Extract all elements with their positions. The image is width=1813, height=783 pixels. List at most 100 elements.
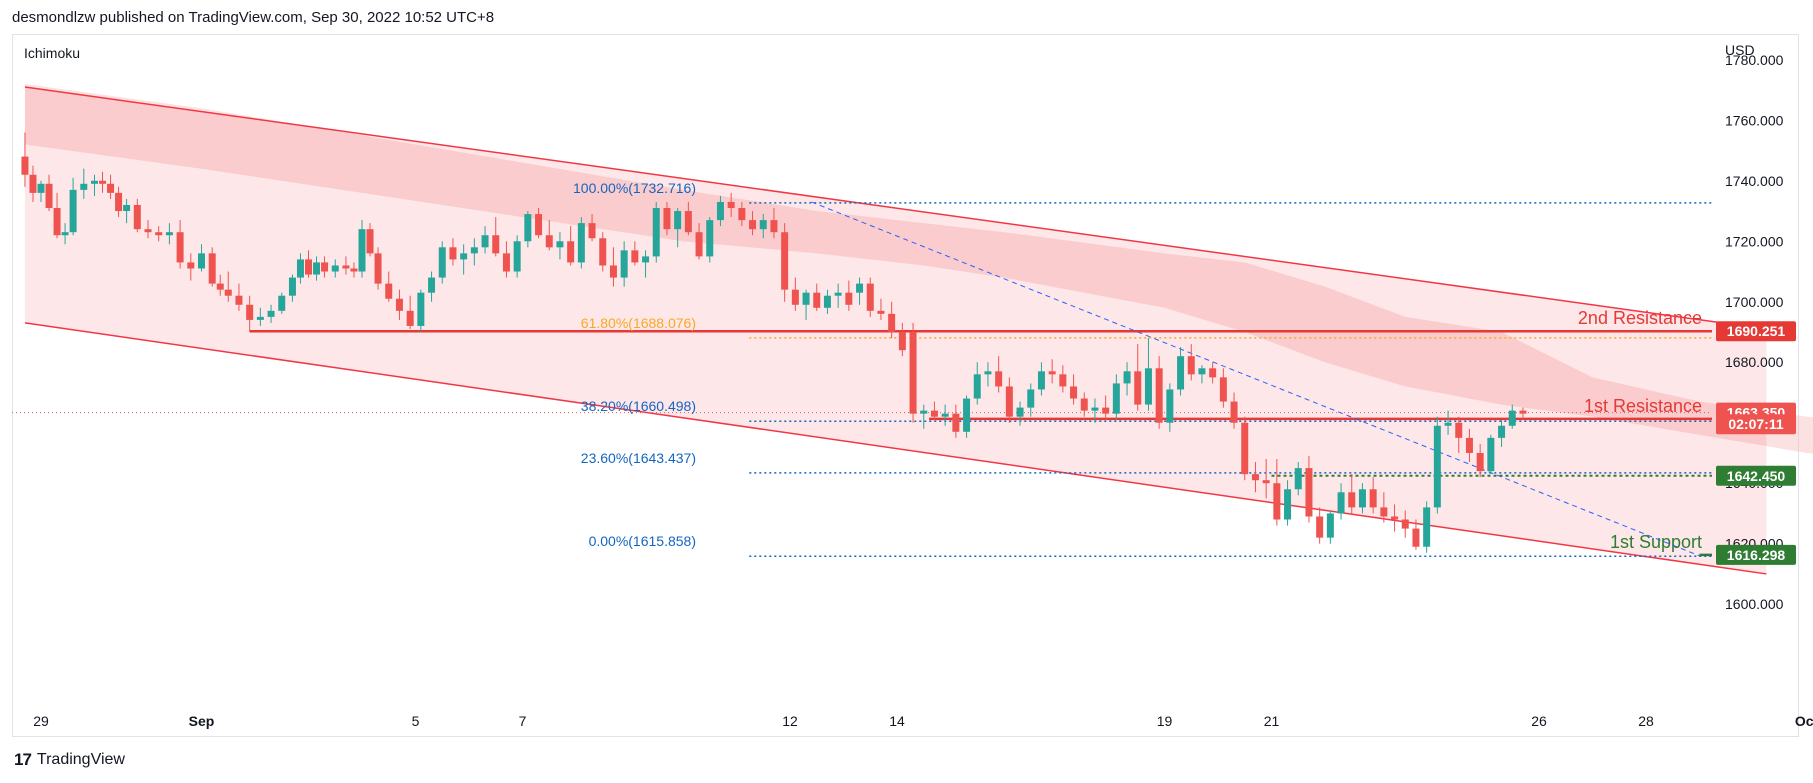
ichimoku-cloud-area: [24, 84, 1813, 454]
candle-body: [759, 220, 767, 230]
candle-body: [305, 259, 312, 275]
candle-body: [845, 292, 853, 305]
candle-body: [1241, 422, 1249, 475]
candle-body: [198, 253, 205, 269]
candle-body: [37, 183, 45, 193]
candle-body: [941, 413, 949, 417]
fib-trend-line: [811, 201, 1700, 557]
candle-body: [374, 253, 382, 284]
indicator-label[interactable]: Ichimoku: [24, 45, 81, 61]
candle-body: [984, 371, 992, 375]
y-tick-3: 1720.000: [1725, 233, 1784, 249]
candle-body: [395, 298, 403, 311]
fib-label-4: 0.00%(1615.858): [589, 533, 696, 549]
y-tick-9: 1600.000: [1725, 596, 1784, 612]
channel-upper-line: [24, 86, 1767, 330]
candle-body: [115, 192, 123, 212]
candle-body: [684, 211, 692, 233]
candle-body: [1262, 480, 1270, 484]
candle-body: [69, 189, 77, 233]
candle-body: [791, 289, 799, 305]
candle-body: [1423, 507, 1431, 547]
candle-body: [727, 201, 735, 209]
candle-body: [1059, 374, 1067, 387]
candle-body: [1209, 368, 1217, 378]
candle-body: [577, 223, 585, 263]
candle-body: [235, 295, 243, 305]
candle-body: [321, 262, 329, 272]
candle-body: [1284, 489, 1292, 520]
candle-body: [813, 292, 821, 308]
candle-body: [406, 310, 414, 326]
candle-body: [781, 232, 789, 290]
level-tag-0-bg: [1716, 321, 1796, 342]
candle-body: [1316, 516, 1324, 538]
candle-body: [1444, 422, 1452, 426]
candle-body: [1102, 407, 1110, 414]
candle-body: [1348, 492, 1356, 508]
brand-name: TradingView: [36, 751, 125, 768]
candle-body: [107, 183, 115, 193]
candle-body: [1294, 468, 1302, 490]
candle-body: [716, 201, 724, 221]
y-tick-2: 1740.000: [1725, 173, 1784, 189]
candle-body: [1369, 489, 1377, 508]
candle-body: [428, 277, 436, 293]
tradingview-footer[interactable]: 17 TradingView: [14, 750, 125, 770]
x-tick-9: 28: [1638, 713, 1654, 729]
fib-label-0: 100.00%(1732.716): [573, 180, 696, 196]
candle-body: [1337, 492, 1345, 514]
candle-body: [1401, 519, 1409, 529]
candle-body: [460, 253, 468, 260]
candle-body: [216, 283, 224, 290]
candle-body: [1037, 371, 1045, 390]
fib-label-3: 23.60%(1643.437): [581, 450, 696, 466]
candle-body: [1155, 368, 1163, 423]
x-tick-8: 26: [1531, 713, 1547, 729]
fibonacci-levels: 100.00%(1732.716) 61.80%(1688.076) 38.20%(…: [573, 180, 1712, 557]
candle-body: [1219, 377, 1227, 402]
fib-label-1: 61.80%(1688.076): [581, 315, 696, 331]
level-label-1: 1st Resistance: [1584, 396, 1702, 416]
candle-body: [29, 174, 37, 193]
candle-body: [1433, 425, 1441, 508]
x-tick-7: 21: [1264, 713, 1280, 729]
level-tag-2-bg: [1716, 544, 1796, 565]
price-tags: 1690.2511661.2891616.2981663.35002:07:11…: [1716, 321, 1796, 565]
candle-body: [695, 232, 703, 257]
y-tick-0: 1780.000: [1725, 52, 1784, 68]
y-tick-5: 1680.000: [1725, 354, 1784, 370]
candle-body: [556, 241, 564, 248]
candle-body: [973, 374, 981, 399]
candle-body: [1080, 398, 1088, 411]
candle-body: [1070, 386, 1078, 399]
candle-body: [438, 247, 446, 278]
candle-body: [256, 316, 264, 320]
candle-body: [631, 250, 639, 263]
candle-body: [133, 204, 141, 230]
candle-body: [1027, 389, 1035, 408]
candle-body: [1305, 468, 1313, 517]
x-tick-1: Sep: [189, 713, 215, 729]
candle-body: [53, 208, 61, 236]
candle-body: [187, 262, 195, 269]
price-tag-2: 1642.450: [1727, 468, 1786, 484]
x-tick-3: 7: [519, 713, 527, 729]
candle-body: [1134, 371, 1142, 405]
candle-body: [165, 232, 173, 236]
candle-body: [492, 235, 500, 254]
candle-body: [1016, 407, 1024, 417]
candle-body: [930, 410, 938, 417]
candle-body: [674, 211, 682, 230]
candle-body: [144, 229, 152, 233]
price-tag-2-bg: [1716, 465, 1796, 486]
candle-body: [1177, 356, 1185, 390]
candle-body: [331, 265, 339, 272]
level-label-2: 1st Support: [1610, 532, 1702, 552]
fib-label-2: 38.20%(1660.498): [581, 398, 696, 414]
candle-body: [1091, 407, 1099, 411]
candle-body: [856, 283, 864, 293]
x-tick-5: 14: [889, 713, 905, 729]
y-tick-4: 1700.000: [1725, 294, 1784, 310]
